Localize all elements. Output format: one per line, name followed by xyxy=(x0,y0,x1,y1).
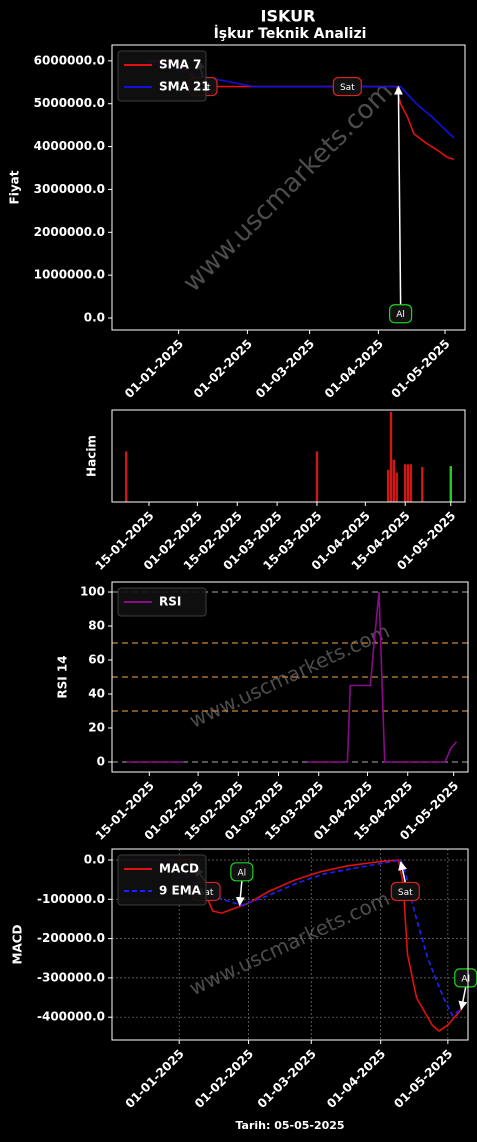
bar xyxy=(386,469,390,502)
y-tick-label: 1000000.0 xyxy=(34,268,105,282)
legend-label: 9 EMA xyxy=(159,884,202,898)
annotation-label: Al xyxy=(461,974,470,984)
bar xyxy=(421,467,424,502)
series-line xyxy=(118,859,462,1017)
annotation-box xyxy=(230,862,254,882)
y-tick-label: 20 xyxy=(88,720,105,734)
y-tick-label: 3000000.0 xyxy=(34,182,105,196)
bar xyxy=(404,464,407,502)
y-tick-label: 100 xyxy=(80,585,105,599)
y-tick-label: -100000.0 xyxy=(37,892,105,906)
bar xyxy=(449,466,452,502)
bar xyxy=(315,451,319,502)
annotation-arrow xyxy=(458,986,468,1011)
chart-subtitle: İşkur Teknik Analizi xyxy=(214,25,367,42)
y-tick-label: 4000000.0 xyxy=(34,139,105,153)
y-tick-label: 5000000.0 xyxy=(34,96,105,110)
annotation-label: Al xyxy=(238,868,247,878)
series-line xyxy=(118,859,462,1033)
legend-label: SMA 7 xyxy=(159,58,201,72)
y-tick-label: 40 xyxy=(88,686,105,700)
y-tick-label: 0.0 xyxy=(84,311,105,325)
y-axis-label: Hacim xyxy=(85,435,99,477)
plot-frame xyxy=(111,848,469,1041)
legend-box xyxy=(117,587,207,617)
bar xyxy=(125,451,128,502)
annotation-label: Al xyxy=(396,310,405,320)
bar xyxy=(395,472,398,502)
y-tick-label: 2000000.0 xyxy=(34,225,105,239)
legend-box xyxy=(117,854,207,906)
y-tick-label: -400000.0 xyxy=(37,1010,105,1024)
annotation-label: Sat xyxy=(398,888,413,898)
bar xyxy=(409,464,413,502)
y-tick-label: 60 xyxy=(88,653,105,667)
annotation-box xyxy=(390,881,420,902)
plot-frame xyxy=(111,409,466,503)
bar xyxy=(392,459,396,502)
x-axis-label: Tarih: 05-05-2025 xyxy=(235,1119,344,1132)
y-axis-label: Fiyat xyxy=(8,170,22,204)
y-tick-label: 0 xyxy=(97,754,105,768)
y-tick-label: 0.0 xyxy=(84,853,105,867)
y-tick-label: -300000.0 xyxy=(37,970,105,984)
y-tick-label: 80 xyxy=(88,619,105,633)
bar xyxy=(389,411,393,502)
legend-label: SMA 21 xyxy=(159,80,210,94)
y-tick-label: -200000.0 xyxy=(37,931,105,945)
plot-frame xyxy=(111,44,466,331)
annotation-box xyxy=(389,304,413,324)
annotation-arrow xyxy=(235,880,245,907)
legend-label: MACD xyxy=(159,862,199,876)
annotation-box xyxy=(332,76,362,97)
plot-frame xyxy=(111,581,469,773)
chart-title: ISKUR xyxy=(261,7,316,26)
legend-box xyxy=(117,50,207,102)
series-line xyxy=(126,591,458,763)
annotation-label: Sat xyxy=(340,83,355,93)
annotation-arrow xyxy=(393,85,403,305)
y-tick-label: 6000000.0 xyxy=(34,53,105,67)
annotation-arrow xyxy=(398,861,407,883)
y-axis-label: MACD xyxy=(11,924,25,964)
bar xyxy=(406,464,410,502)
y-axis-label: RSI 14 xyxy=(56,655,70,698)
legend-label: RSI xyxy=(159,595,181,609)
